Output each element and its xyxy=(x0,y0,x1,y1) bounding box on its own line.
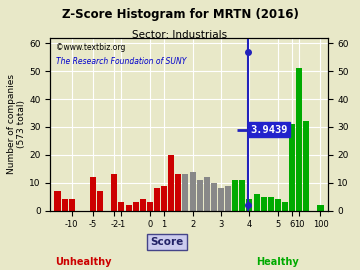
Bar xyxy=(261,197,267,211)
Bar xyxy=(111,174,117,211)
Text: Unhealthy: Unhealthy xyxy=(55,257,112,268)
Bar xyxy=(253,194,260,211)
Bar xyxy=(62,200,68,211)
Bar xyxy=(140,200,146,211)
Bar xyxy=(133,202,139,211)
Bar xyxy=(246,200,252,211)
Bar xyxy=(126,205,132,211)
Text: ©www.textbiz.org: ©www.textbiz.org xyxy=(56,43,125,52)
Bar xyxy=(97,191,103,211)
Bar xyxy=(296,69,302,211)
Bar xyxy=(161,185,167,211)
Bar xyxy=(211,183,217,211)
Bar xyxy=(118,202,125,211)
Bar xyxy=(232,180,238,211)
Bar xyxy=(318,205,324,211)
Text: The Research Foundation of SUNY: The Research Foundation of SUNY xyxy=(56,57,186,66)
Y-axis label: Number of companies
(573 total): Number of companies (573 total) xyxy=(7,74,26,174)
Bar xyxy=(197,180,203,211)
Bar xyxy=(168,155,174,211)
Bar xyxy=(289,124,295,211)
Bar xyxy=(204,177,210,211)
Bar xyxy=(175,174,181,211)
Bar xyxy=(275,200,281,211)
Bar xyxy=(218,188,224,211)
Text: Healthy: Healthy xyxy=(256,257,299,268)
Bar xyxy=(282,202,288,211)
Text: Z-Score Histogram for MRTN (2016): Z-Score Histogram for MRTN (2016) xyxy=(62,8,298,21)
Bar xyxy=(303,122,309,211)
Bar xyxy=(54,191,60,211)
Bar xyxy=(268,197,274,211)
Text: Sector: Industrials: Sector: Industrials xyxy=(132,30,228,40)
Text: 3.9439: 3.9439 xyxy=(250,125,288,135)
Bar xyxy=(147,202,153,211)
Bar xyxy=(90,177,96,211)
Bar xyxy=(239,180,245,211)
Bar xyxy=(189,171,195,211)
Bar xyxy=(69,200,75,211)
Bar xyxy=(154,188,160,211)
Bar xyxy=(225,185,231,211)
Text: Score: Score xyxy=(150,237,184,247)
Bar xyxy=(183,174,189,211)
